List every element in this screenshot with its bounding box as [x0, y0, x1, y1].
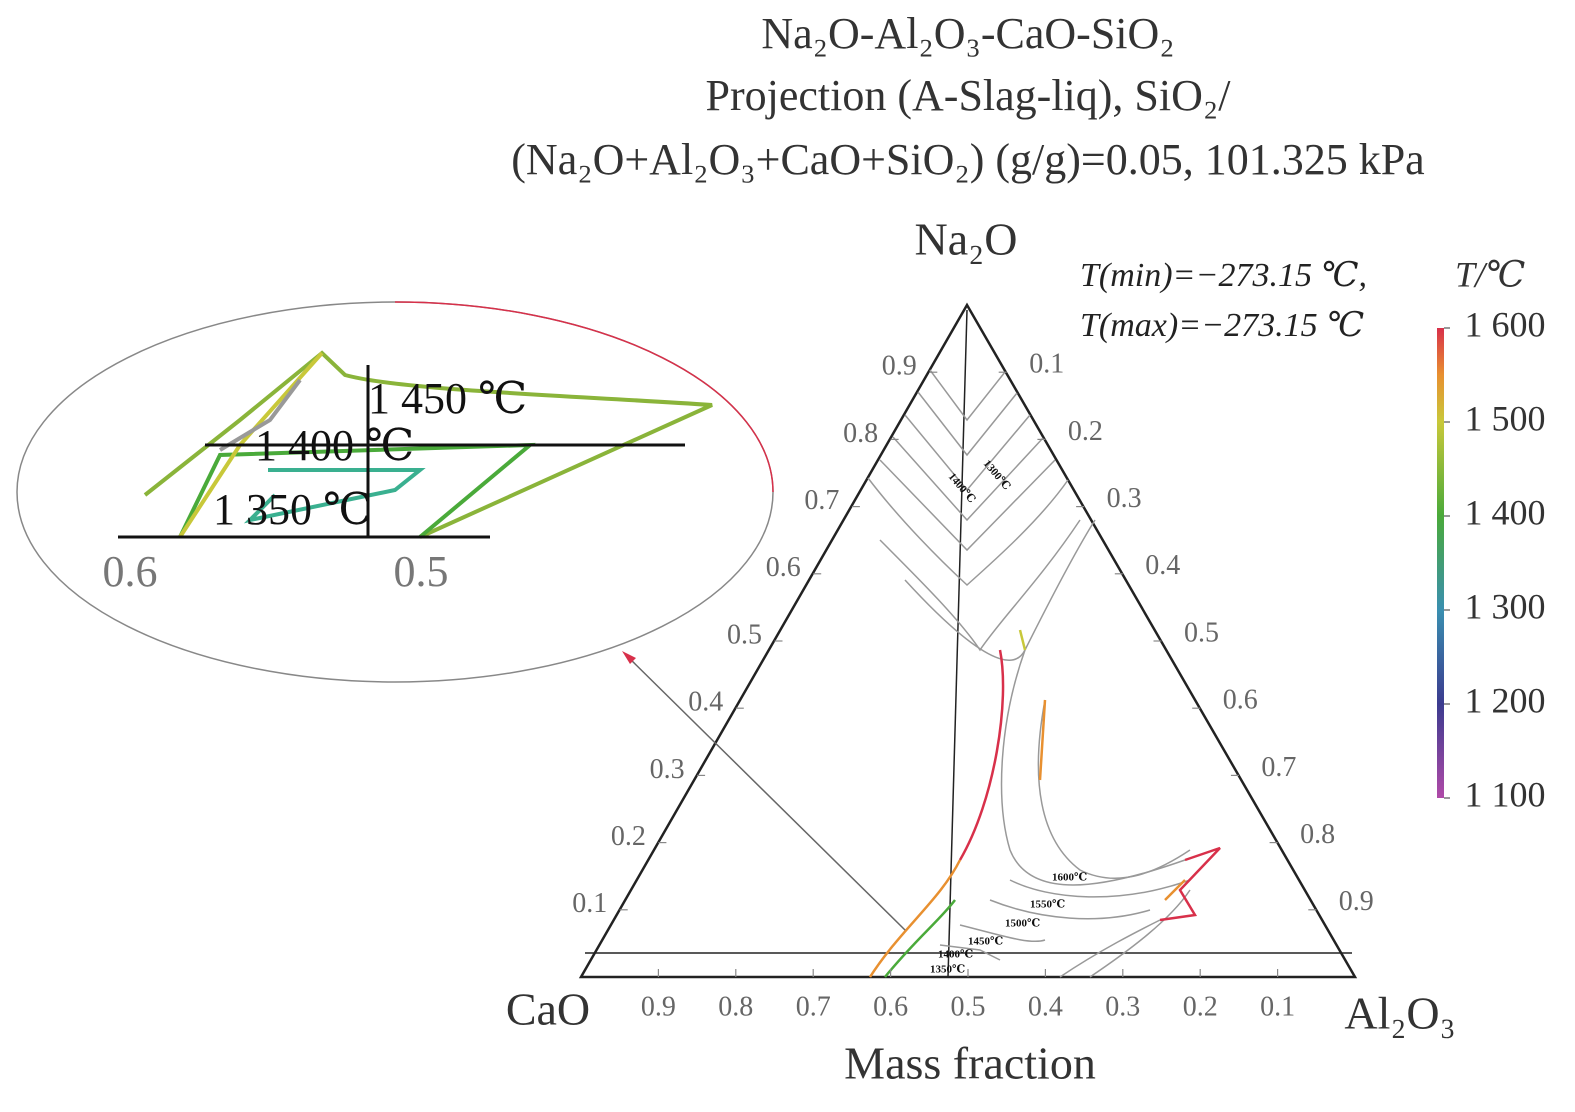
- vertex-label: CaO: [506, 984, 590, 1035]
- tick-label: 0.6: [1223, 685, 1258, 716]
- vertex-label: Al₂O₃: [1344, 988, 1455, 1039]
- section-line: [947, 309, 968, 978]
- colorbar-tick-label: 1 400: [1465, 492, 1546, 532]
- contour-label: 1350℃: [930, 964, 965, 976]
- colorbar-tick-label: 1 500: [1465, 398, 1546, 438]
- tick-label: 0.3: [1107, 483, 1142, 514]
- tick-label: 0.5: [727, 619, 762, 650]
- tick-label: 0.1: [572, 888, 607, 919]
- title-line: Na₂O-Al₂O₃-CaO-SiO₂: [761, 9, 1174, 58]
- title-line: Projection (A-Slag-liq), SiO₂/: [706, 71, 1232, 120]
- annotation: T(max)=−273.15 ℃: [1080, 307, 1364, 344]
- tick-label: 0.6: [766, 552, 801, 583]
- isotherm-highlights: [868, 629, 1221, 978]
- tick-label: 0.4: [1028, 991, 1063, 1022]
- tick-label: 0.8: [843, 418, 878, 449]
- tick-label: 0.2: [1183, 991, 1218, 1022]
- tick-label: 0.7: [804, 485, 839, 516]
- contour-label: 1450℃: [968, 936, 1003, 948]
- inset-isotherms: [143, 350, 713, 539]
- inset-axes: [118, 365, 685, 539]
- colorbar: [1437, 328, 1444, 798]
- contour-label: 1400℃: [938, 949, 973, 961]
- tick-label: 0.9: [1339, 886, 1374, 917]
- colorbar-label: T/℃: [1455, 254, 1525, 294]
- vertex-label: Na₂O: [915, 214, 1018, 265]
- inset-tick-label: 0.6: [103, 547, 158, 596]
- zoom-ellipse-accent: [394, 301, 774, 493]
- inset-label: 1 450 ℃: [368, 374, 527, 423]
- tick-label: 0.2: [1068, 416, 1103, 447]
- tick-label: 0.9: [882, 351, 917, 382]
- tick-label: 0.6: [873, 991, 908, 1022]
- annotation: T(min)=−273.15 ℃,: [1080, 257, 1367, 294]
- tick-label: 0.1: [1260, 991, 1295, 1022]
- tick-label: 0.4: [1145, 550, 1180, 581]
- tick-label: 0.8: [718, 991, 753, 1022]
- colorbar-tick-label: 1 100: [1465, 774, 1546, 814]
- colorbar-tick-label: 1 200: [1465, 680, 1546, 720]
- tick-label: 0.3: [650, 754, 685, 785]
- tick-label: 0.8: [1300, 819, 1335, 850]
- axis-label: Mass fraction: [844, 1038, 1096, 1089]
- colorbar-tick-label: 1 300: [1465, 586, 1546, 626]
- tick-label: 0.5: [1184, 617, 1219, 648]
- isotherms: [867, 369, 1191, 978]
- tick-label: 0.7: [1261, 752, 1296, 783]
- zoom-arrowhead: [622, 651, 636, 664]
- tick-label: 0.3: [1105, 991, 1140, 1022]
- tick-label: 0.1: [1029, 349, 1064, 380]
- inset-label: 1 350 ℃: [213, 485, 372, 534]
- tick-label: 0.2: [611, 821, 646, 852]
- inset-label: 1 400 ℃: [255, 421, 414, 470]
- title-line: (Na₂O+Al₂O₃+CaO+SiO₂) (g/g)=0.05, 101.32…: [511, 135, 1424, 184]
- zoom-arrow: [625, 654, 906, 931]
- tick-label: 0.5: [951, 991, 986, 1022]
- contour-label: 1550℃: [1030, 899, 1065, 911]
- inset-tick-label: 0.5: [394, 547, 449, 596]
- tick-label: 0.9: [641, 991, 676, 1022]
- tick-label: 0.4: [688, 687, 723, 718]
- contour-label: 1600℃: [1052, 872, 1087, 884]
- colorbar-tick-label: 1 600: [1465, 304, 1546, 344]
- tick-label: 0.7: [796, 991, 831, 1022]
- contour-label: 1500℃: [1005, 918, 1040, 930]
